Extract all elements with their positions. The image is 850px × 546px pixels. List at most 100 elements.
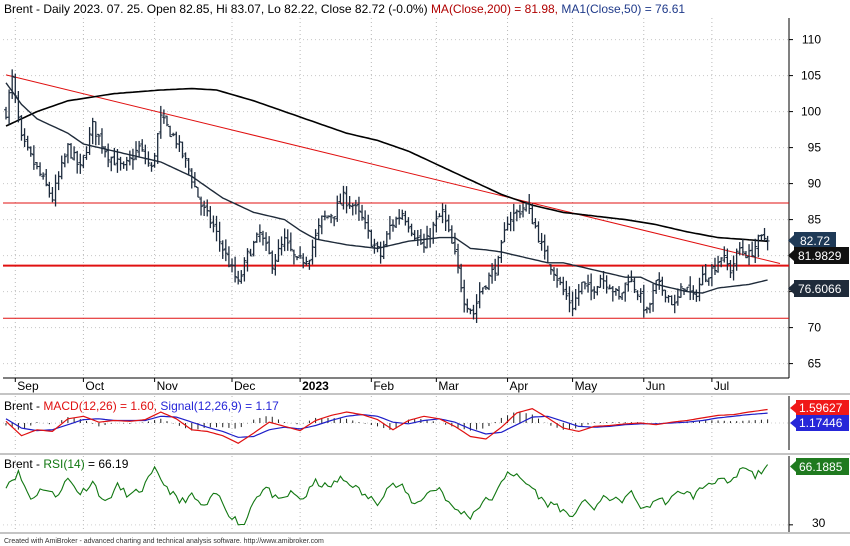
ohlc-bar	[452, 232, 457, 255]
ohlc-bar	[31, 145, 36, 170]
ohlc-bar	[601, 270, 606, 290]
ohlc-bar	[87, 127, 92, 155]
ohlc-bar	[130, 148, 135, 170]
ohlc-bar	[468, 308, 473, 315]
y-tick-label: 110	[802, 33, 821, 47]
ohlc-bar	[663, 289, 668, 303]
main-header: Brent - Daily 2023. 07. 25. Open 82.85, …	[4, 2, 685, 16]
ohlc-bar	[304, 256, 309, 266]
ohlc-bar	[425, 225, 430, 249]
ohlc-bar	[127, 150, 132, 166]
ma50-badge: 76.6066	[788, 280, 849, 297]
ohlc-bar	[183, 152, 188, 168]
ohlc-bar	[499, 240, 504, 263]
ohlc-bar	[449, 225, 454, 244]
ohlc-bar	[514, 209, 519, 222]
ohlc-bar	[146, 151, 151, 167]
ohlc-bar	[25, 135, 30, 151]
ohlc-bar	[579, 281, 584, 295]
ohlc-bar	[465, 298, 470, 313]
signal-badge: 1.17446	[790, 415, 849, 431]
ohlc-bar	[508, 211, 513, 232]
ohlc-bar	[10, 69, 15, 99]
ohlc-bar	[270, 250, 275, 274]
ohlc-bar	[282, 228, 287, 252]
ohlc-bar	[16, 90, 21, 123]
ohlc-bar	[350, 203, 355, 216]
x-tick-label: 2023	[302, 379, 329, 393]
ohlc-bar	[301, 253, 306, 269]
ohlc-bar	[551, 267, 556, 281]
ohlc-bar	[19, 115, 24, 141]
x-tick-label: Mar	[438, 379, 459, 393]
ohlc-bar	[356, 196, 361, 221]
ohlc-bar	[199, 196, 204, 216]
ohlc-bar	[69, 143, 74, 159]
svg-text:81.9829: 81.9829	[798, 249, 842, 263]
ohlc-bar	[462, 279, 467, 313]
ohlc-bar	[103, 145, 108, 158]
ohlc-bar	[378, 241, 383, 264]
x-tick-label: Sep	[17, 379, 39, 393]
ohlc-bar	[524, 201, 529, 212]
ohlc-bar	[195, 186, 200, 198]
ohlc-bar	[536, 221, 541, 243]
ohlc-bar	[573, 289, 578, 311]
ma200-badge: 81.9829	[788, 247, 849, 264]
ohlc-bar	[226, 246, 231, 268]
ohlc-bar	[44, 168, 49, 187]
ohlc-bar	[629, 270, 634, 283]
ohlc-bar	[329, 213, 334, 224]
ohlc-bar	[669, 295, 674, 306]
ohlc-bar	[106, 143, 111, 168]
ohlc-bar	[672, 294, 677, 314]
ohlc-bar	[505, 216, 510, 231]
ma50-line	[5, 82, 768, 294]
ohlc-bar	[576, 284, 581, 306]
ohlc-bar	[84, 146, 89, 160]
ohlc-bar	[632, 277, 637, 294]
ohlc-bar	[604, 275, 609, 294]
grid-lines	[3, 18, 789, 532]
ohlc-bar	[155, 133, 160, 164]
ohlc-bar	[239, 270, 244, 284]
svg-text:1.17446: 1.17446	[799, 416, 843, 430]
ohlc-bar	[434, 210, 439, 233]
ohlc-bar	[644, 306, 649, 314]
ohlc-bar	[248, 248, 253, 257]
ohlc-bar	[78, 153, 83, 174]
ohlc-bar	[635, 290, 640, 301]
ohlc-bar	[59, 155, 64, 180]
ohlc-bar	[607, 284, 612, 290]
ohlc-bar	[316, 218, 321, 240]
ohlc-bar	[734, 248, 739, 271]
ohlc-bar	[360, 204, 365, 221]
ohlc-bar	[700, 265, 705, 286]
ohlc-bar	[7, 89, 12, 125]
ohlc-bar	[480, 287, 485, 295]
ohlc-bar	[322, 210, 327, 221]
ohlc-bar	[134, 141, 139, 161]
ohlc-bar	[610, 286, 615, 302]
x-tick-label: Jun	[646, 379, 665, 393]
ohlc-bar	[586, 274, 591, 293]
ohlc-bar	[558, 276, 563, 286]
ohlc-bar	[273, 254, 278, 276]
y-tick-label: 85	[808, 213, 822, 227]
rsi-line	[5, 464, 769, 526]
ohlc-bar	[474, 294, 479, 323]
ohlc-bar	[570, 291, 575, 317]
x-tick-label: Jul	[714, 379, 729, 393]
ohlc-bar	[223, 239, 228, 262]
ohlc-bar	[149, 162, 154, 172]
ohlc-bar	[394, 216, 399, 228]
ohlc-bar	[542, 234, 547, 260]
ohlc-bar	[421, 233, 426, 253]
ohlc-bar	[211, 215, 216, 233]
ohlc-bar	[638, 288, 643, 303]
ohlc-bar	[598, 274, 603, 289]
ohlc-bar	[595, 285, 600, 296]
ohlc-bar	[678, 283, 683, 298]
ohlc-bar	[502, 222, 507, 243]
x-tick-label: May	[575, 379, 598, 393]
